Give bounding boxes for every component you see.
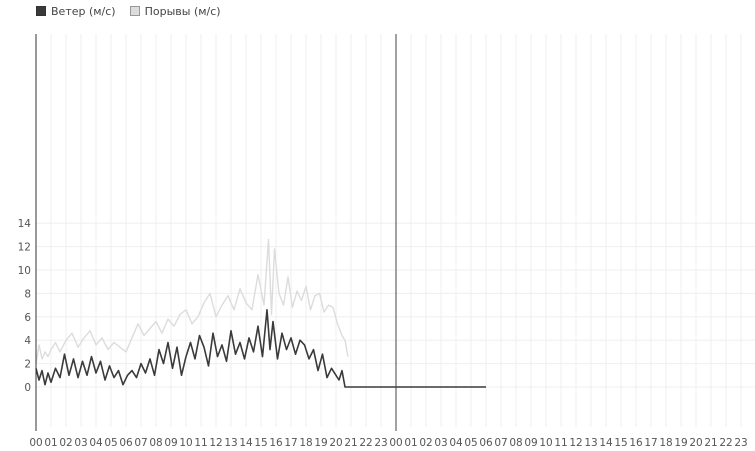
x-tick-label: 16 [269,437,283,449]
x-tick-label: 01 [404,437,417,449]
x-tick-label: 07 [134,437,147,449]
legend-swatch-gust [129,6,140,16]
x-tick-label: 23 [734,437,747,449]
x-tick-label: 06 [479,437,493,449]
x-tick-label: 18 [659,437,672,449]
x-tick-label: 11 [194,437,207,449]
y-tick-label: 6 [24,312,31,324]
x-tick-label: 16 [629,437,643,449]
x-tick-label: 18 [299,437,312,449]
x-tick-label: 14 [599,437,613,449]
x-tick-label: 21 [704,437,717,449]
x-tick-label: 09 [164,437,177,449]
series-line-gust [35,238,349,364]
x-tick-label: 22 [719,437,732,449]
x-tick-label: 20 [689,437,702,449]
x-tick-label: 14 [239,437,253,449]
x-tick-label: 08 [149,437,162,449]
x-tick-label: 15 [254,437,267,449]
x-tick-label: 22 [359,437,372,449]
x-tick-label: 21 [344,437,357,449]
x-tick-label: 00 [29,437,42,449]
x-tick-label: 03 [434,437,447,449]
y-tick-label: 4 [24,335,31,347]
x-tick-label: 11 [554,437,567,449]
y-tick-label: 14 [18,218,32,230]
x-tick-label: 13 [584,437,597,449]
legend-label-gust: Порывы (м/с) [144,4,221,18]
y-tick-label: 10 [18,265,31,277]
x-tick-label: 07 [494,437,507,449]
x-tick-label: 12 [569,437,582,449]
x-tick-label: 02 [419,437,432,449]
x-tick-label: 19 [314,437,327,449]
x-tick-label: 06 [119,437,133,449]
x-tick-label: 10 [179,437,192,449]
x-tick-label: 03 [74,437,87,449]
legend-item-gust[interactable]: Порывы (м/с) [129,4,221,18]
x-tick-label: 17 [284,437,297,449]
x-tick-label: 10 [539,437,552,449]
x-tick-label: 09 [524,437,537,449]
x-tick-label: 08 [509,437,522,449]
y-tick-label: 2 [24,359,31,371]
x-tick-label: 01 [44,437,57,449]
x-tick-label: 05 [464,437,477,449]
chart-legend: Ветер (м/с) Порывы (м/с) [36,3,235,19]
x-tick-label: 05 [104,437,117,449]
x-tick-label: 13 [224,437,237,449]
y-tick-label: 0 [24,382,31,394]
x-tick-label: 00 [389,437,402,449]
y-tick-label: 8 [24,288,31,300]
x-tick-label: 12 [209,437,222,449]
legend-label-wind: Ветер (м/с) [51,4,116,18]
legend-item-wind[interactable]: Ветер (м/с) [36,5,116,18]
x-tick-label: 17 [644,437,657,449]
x-tick-label: 04 [89,437,103,449]
x-tick-label: 15 [614,437,627,449]
series-line-wind [35,308,486,388]
x-tick-label: 04 [449,437,463,449]
x-tick-label: 19 [674,437,687,449]
x-tick-label: 02 [59,437,72,449]
x-tick-label: 20 [329,437,342,449]
y-tick-label: 12 [18,242,31,254]
x-tick-label: 23 [374,437,387,449]
legend-swatch-wind [36,6,46,16]
